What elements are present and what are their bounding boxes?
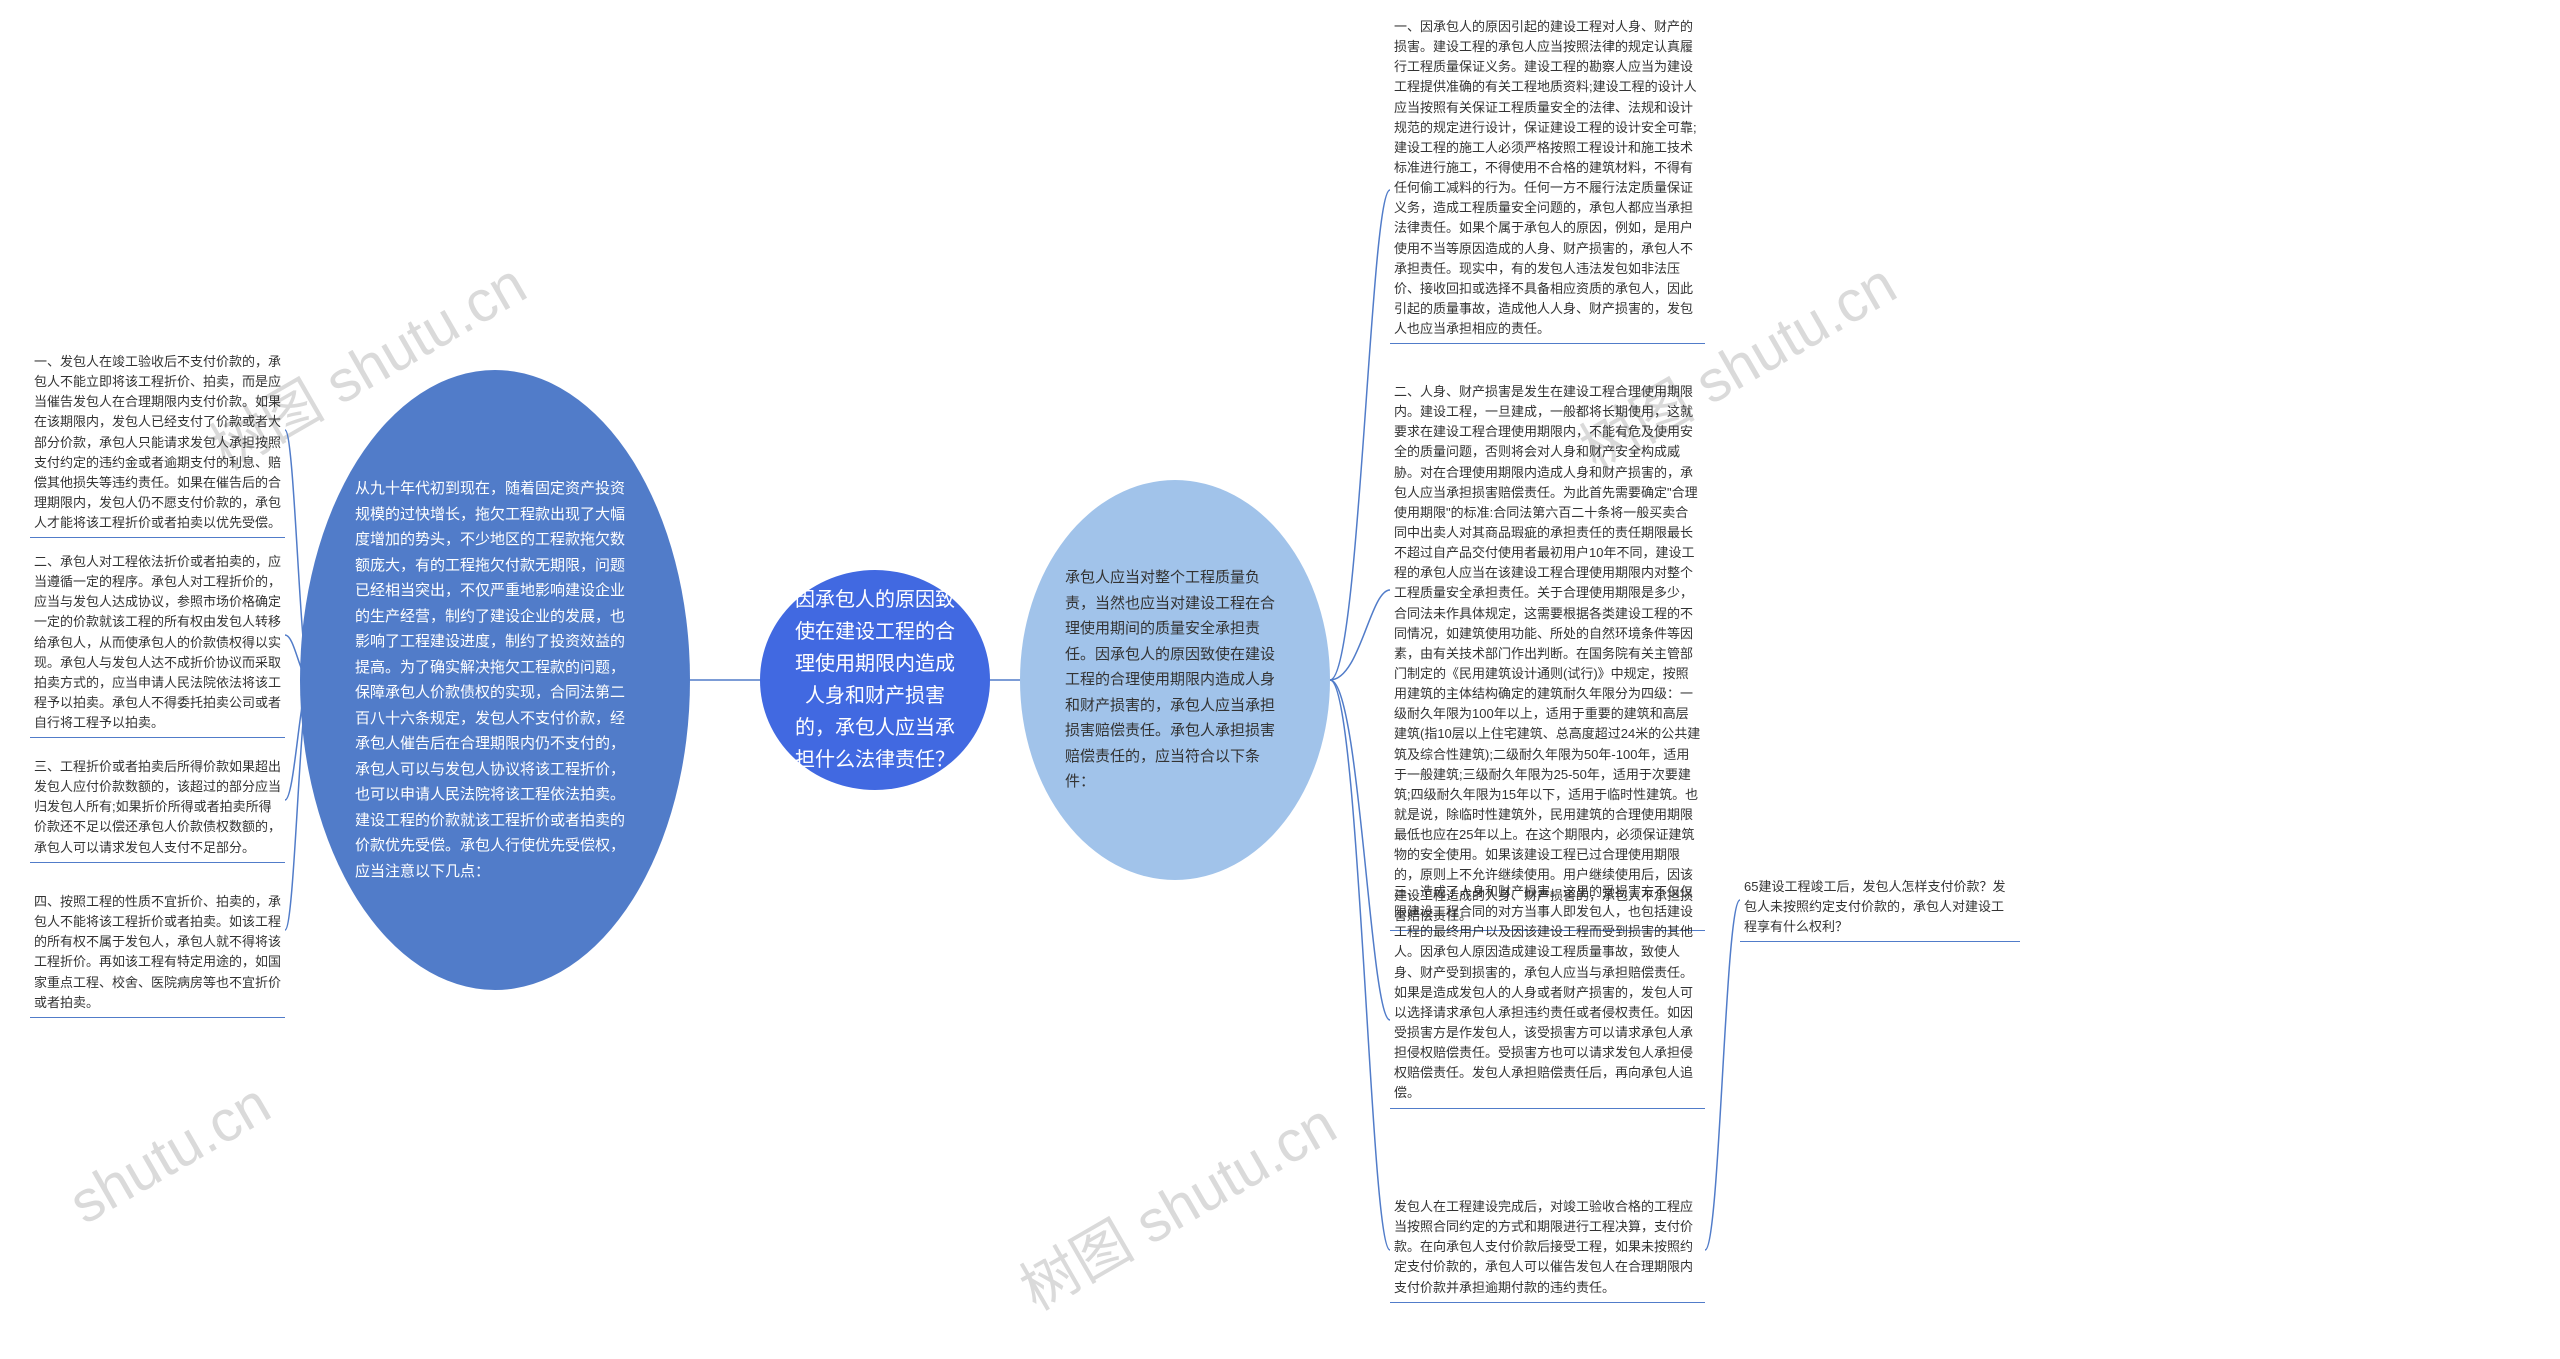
watermark-4: 树图 shutu.cn [1003, 1078, 1349, 1326]
left-leaf-1[interactable]: 一、发包人在竣工验收后不支付价款的，承包人不能立即将该工程折价、拍卖，而是应当催… [30, 350, 285, 538]
right-main-text: 承包人应当对整个工程质量负责，当然也应当对建设工程在合理使用期间的质量安全承担责… [1065, 565, 1285, 795]
right-leaf-4[interactable]: 发包人在工程建设完成后，对竣工验收合格的工程应当按照合同约定的方式和期限进行工程… [1390, 1195, 1705, 1303]
right-leaf-3[interactable]: 三、造成了人身和财产损害。这里的受损害方不仅仅限建设工程合同的对方当事人即发包人… [1390, 880, 1705, 1109]
left-leaf-4[interactable]: 四、按照工程的性质不宜折价、拍卖的，承包人不能将该工程折价或者拍卖。如该工程的所… [30, 890, 285, 1018]
center-topic[interactable]: 因承包人的原因致使在建设工程的合理使用期限内造成人身和财产损害的，承包人应当承担… [760, 570, 990, 790]
right-leaf-1[interactable]: 一、因承包人的原因引起的建设工程对人身、财产的损害。建设工程的承包人应当按照法律… [1390, 15, 1705, 344]
left-main-node[interactable]: 从九十年代初到现在，随着固定资产投资规模的过快增长，拖欠工程款出现了大幅度增加的… [300, 370, 690, 990]
left-leaf-3[interactable]: 三、工程折价或者拍卖后所得价款如果超出发包人应付价款数额的，该超过的部分应当归发… [30, 755, 285, 863]
left-leaf-2[interactable]: 二、承包人对工程依法折价或者拍卖的，应当遵循一定的程序。承包人对工程折价的，应当… [30, 550, 285, 738]
right-main-node[interactable]: 承包人应当对整个工程质量负责，当然也应当对建设工程在合理使用期间的质量安全承担责… [1020, 480, 1330, 880]
watermark-3: shutu.cn [58, 1070, 281, 1238]
left-main-text: 从九十年代初到现在，随着固定资产投资规模的过快增长，拖欠工程款出现了大幅度增加的… [355, 476, 635, 884]
far-right-leaf[interactable]: 65建设工程竣工后，发包人怎样支付价款？发包人未按照约定支付价款的，承包人对建设… [1740, 875, 2020, 942]
center-topic-text: 因承包人的原因致使在建设工程的合理使用期限内造成人身和财产损害的，承包人应当承担… [790, 584, 960, 776]
right-leaf-2[interactable]: 二、人身、财产损害是发生在建设工程合理使用期限内。建设工程，一旦建成，一般都将长… [1390, 380, 1705, 931]
